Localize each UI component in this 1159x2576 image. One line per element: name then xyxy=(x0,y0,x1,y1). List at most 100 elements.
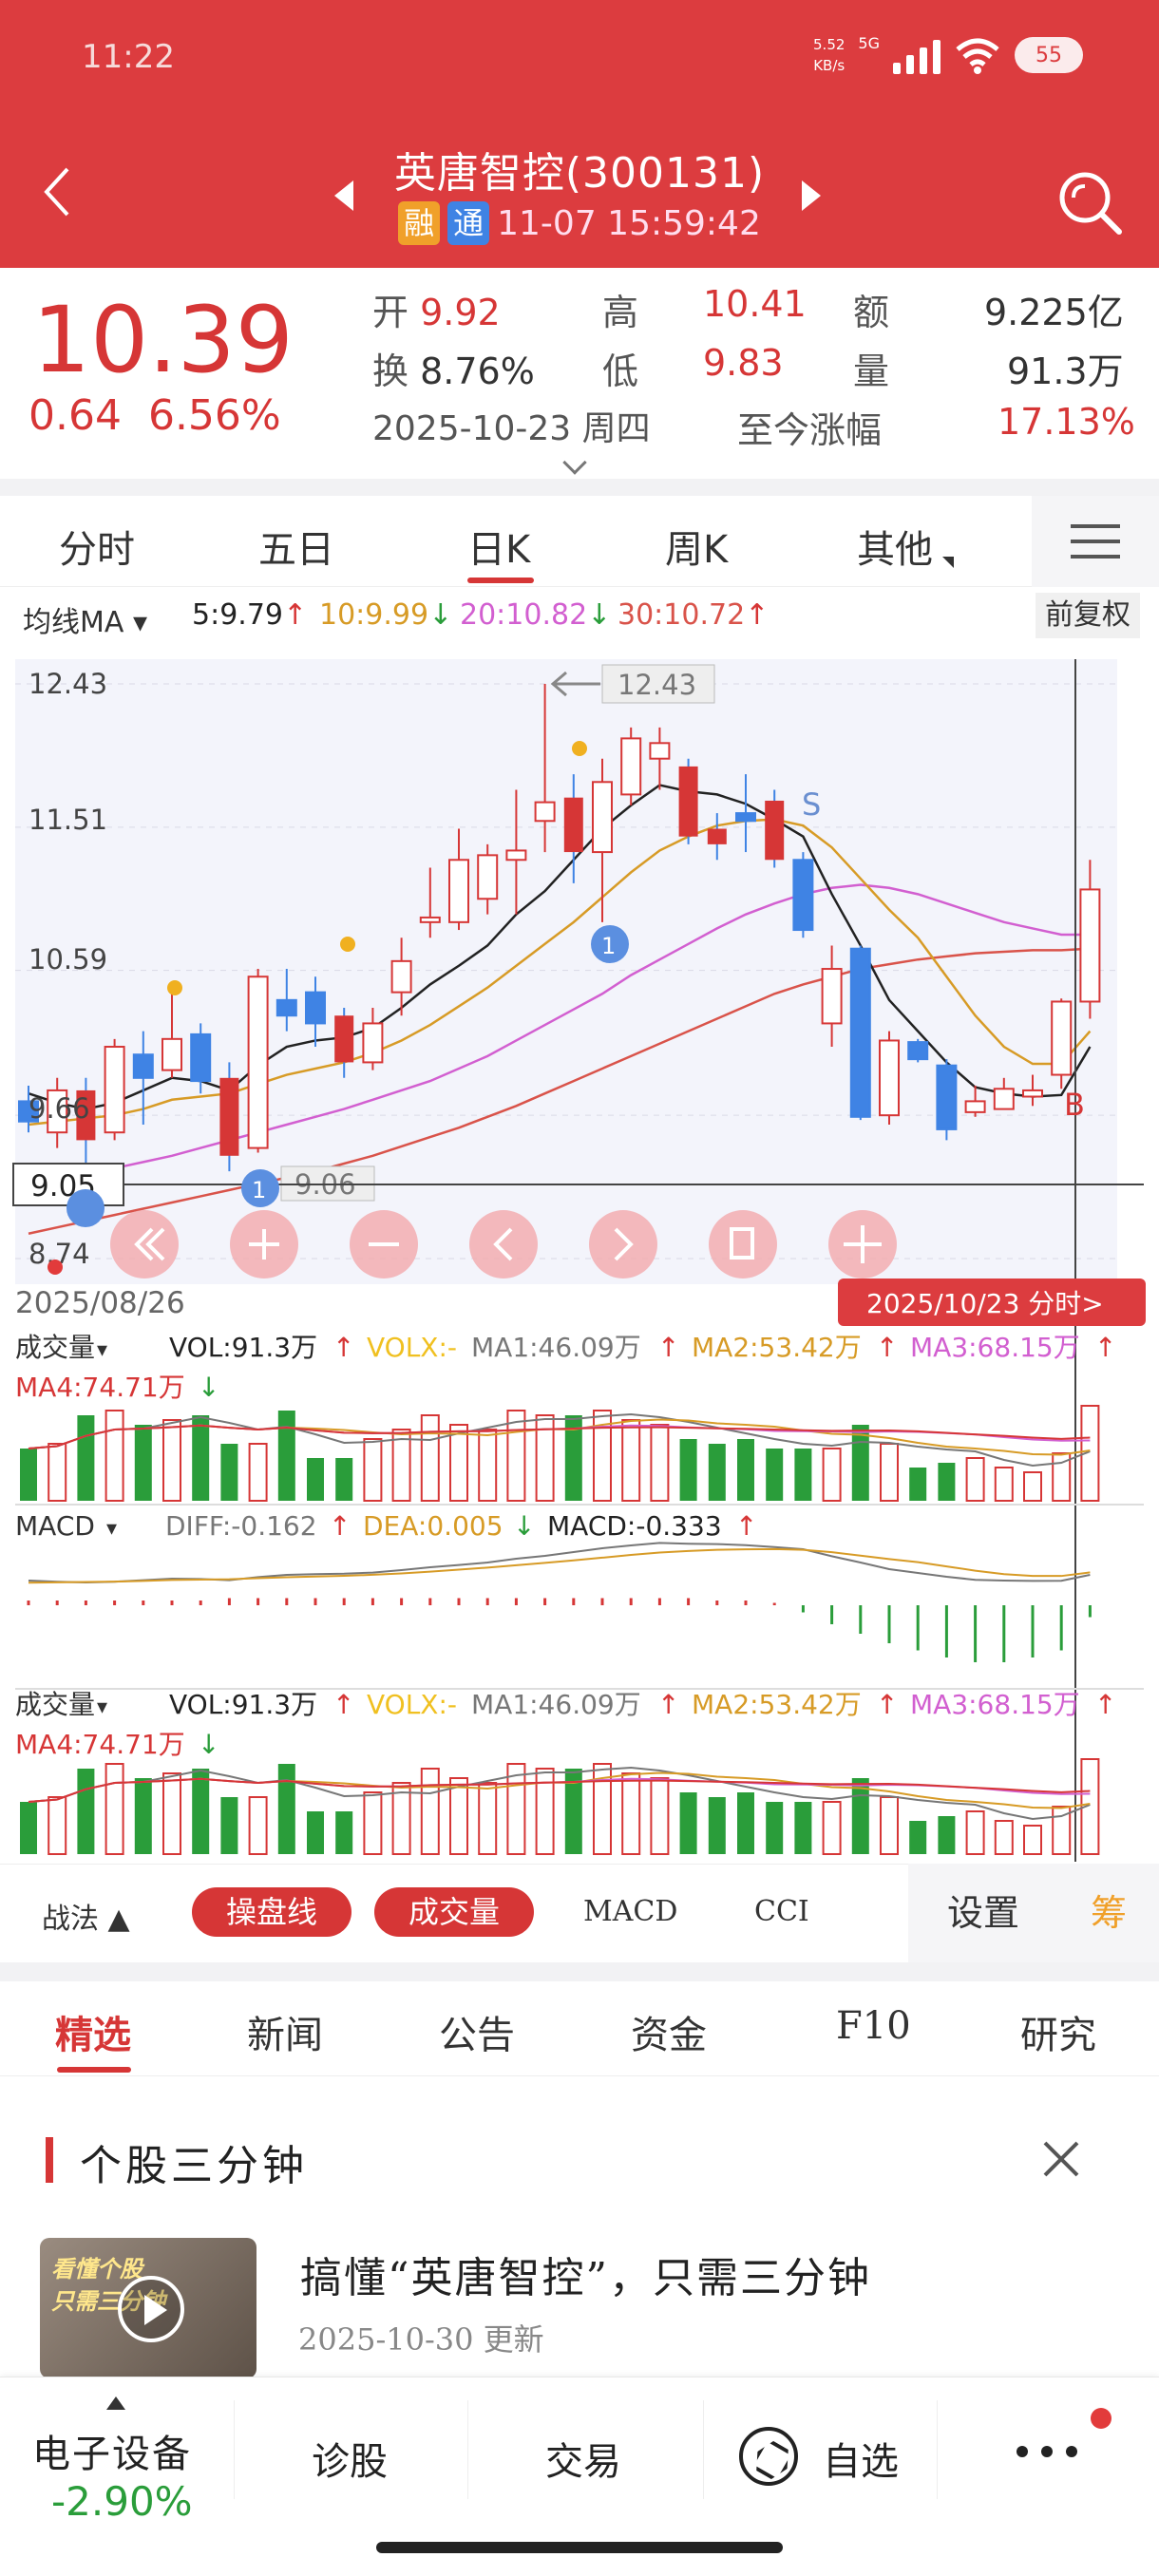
candle-body xyxy=(47,1089,68,1134)
kline-chart[interactable]: 12.43 11.51 10.59 9.66 8.74 12.43 9.06 9… xyxy=(0,646,1159,1862)
expand-chevron-icon[interactable] xyxy=(562,450,587,475)
nav-separator xyxy=(937,2400,938,2499)
volume-bar xyxy=(965,1457,985,1502)
volume-ma-line xyxy=(28,1777,1091,1803)
up-arrow-icon: ↑ xyxy=(283,598,308,632)
candle-body xyxy=(477,854,499,900)
volume-bar xyxy=(1052,1806,1072,1855)
home-indicator[interactable] xyxy=(376,2542,783,2553)
tab-funds[interactable]: 资金 xyxy=(631,2014,707,2057)
chevron-left-icon xyxy=(493,1227,513,1261)
up-arrow-icon: ↑ xyxy=(657,1689,679,1720)
adjust-button[interactable]: 前复权 xyxy=(1036,593,1140,638)
down-arrow-icon: ↓ xyxy=(198,1729,219,1760)
divider xyxy=(0,1962,1159,1981)
vol-selector: 成交量 xyxy=(15,1332,95,1363)
nav-separator xyxy=(234,2400,235,2499)
chevron-down-icon: ▾ xyxy=(106,1517,117,1541)
strategy-toggle[interactable]: 战法 ▲ xyxy=(42,1903,130,1936)
low-value: 9.83 xyxy=(703,342,784,384)
quote-date: 2025-10-23 周四 xyxy=(372,409,651,448)
ma20-line xyxy=(28,883,1091,1188)
close-button[interactable] xyxy=(1041,2139,1081,2179)
volume-bar xyxy=(794,1802,812,1854)
candle-body xyxy=(620,737,642,796)
tab-research[interactable]: 研究 xyxy=(1020,2014,1096,2057)
more-icon[interactable] xyxy=(1016,2446,1077,2457)
dea-line xyxy=(28,1547,1091,1584)
video-title[interactable]: 搞懂“英唐智控”，只需三分钟 xyxy=(300,2254,871,2302)
sector-name[interactable]: 电子设备 xyxy=(32,2433,192,2476)
volume-bar xyxy=(277,1764,295,1854)
indicator-list-button[interactable] xyxy=(1032,496,1159,587)
tab-qita[interactable]: 其他 xyxy=(857,528,933,572)
down-arrow-icon: ↓ xyxy=(587,598,612,632)
volume-bar xyxy=(766,1449,784,1501)
status-icons: 5.52 KB/s 5G 55 xyxy=(813,34,1083,76)
down-arrow-icon: ↓ xyxy=(198,1372,219,1403)
cci-button[interactable]: CCI xyxy=(754,1895,809,1928)
volume-bar xyxy=(994,1820,1014,1855)
battery-icon: 55 xyxy=(1015,37,1083,73)
macd-button[interactable]: MACD xyxy=(583,1895,678,1928)
tab-featured[interactable]: 精选 xyxy=(55,2014,131,2057)
volume-bar xyxy=(593,1410,612,1502)
chevron-right-icon xyxy=(614,1227,634,1261)
margin-tag: 融 xyxy=(398,201,441,245)
volume-bar xyxy=(307,1458,324,1501)
volume-bar xyxy=(220,1444,238,1501)
chips-button[interactable]: 筹 xyxy=(1058,1864,1159,1962)
volume-bar xyxy=(420,1768,440,1855)
tab-fenshi[interactable]: 分时 xyxy=(59,528,135,572)
volume-button[interactable]: 成交量 xyxy=(374,1887,534,1937)
candle-body xyxy=(162,1037,182,1071)
play-icon[interactable] xyxy=(118,2276,184,2342)
video-date: 2025-10-30 更新 xyxy=(298,2321,544,2358)
trade-button[interactable]: 交易 xyxy=(545,2440,621,2484)
volume-bar xyxy=(48,1443,67,1502)
amount-value: 9.225亿 xyxy=(984,292,1124,333)
signal-1-icon xyxy=(591,925,629,963)
dot xyxy=(1066,2446,1077,2457)
search-button[interactable] xyxy=(1054,167,1125,237)
tab-announcements[interactable]: 公告 xyxy=(439,2014,515,2057)
volume-bar xyxy=(535,1768,555,1855)
bulb-icons xyxy=(167,741,587,995)
volume-bar xyxy=(880,1443,899,1502)
since-label: 至今涨幅 xyxy=(737,409,883,451)
quote-panel: 10.39 0.64 6.56% 开 9.92 高 10.41 额 9.225亿… xyxy=(0,268,1159,479)
tab-wuri[interactable]: 五日 xyxy=(258,528,334,572)
up-arrow-icon: ↑ xyxy=(657,1332,679,1363)
volume-bar xyxy=(909,1821,927,1854)
volume-bar xyxy=(134,1778,152,1854)
diagnose-button[interactable]: 诊股 xyxy=(312,2440,388,2484)
since-value: 17.13% xyxy=(998,401,1135,443)
volume-bar xyxy=(104,1410,124,1502)
candle-body xyxy=(765,800,785,861)
watchlist-icon[interactable] xyxy=(739,2427,798,2486)
tab-f10[interactable]: F10 xyxy=(836,2004,911,2048)
price-change: 0.64 6.56% xyxy=(28,391,281,440)
up-arrow-icon: ↑ xyxy=(332,1689,354,1720)
vol-ma3: MA3:68.15万 xyxy=(910,1689,1080,1720)
divider xyxy=(0,479,1159,496)
video-thumbnail[interactable]: 看懂个股 只需三分钟 xyxy=(40,2238,256,2378)
vol-value: VOL:91.3万 xyxy=(169,1332,317,1363)
back-button[interactable] xyxy=(38,163,76,220)
ma-selector[interactable]: 均线MA ▾ xyxy=(23,606,148,639)
prev-stock-button[interactable] xyxy=(334,180,353,211)
tab-news[interactable]: 新闻 xyxy=(247,2014,323,2057)
tab-zhouk[interactable]: 周K xyxy=(665,528,729,572)
tab-rik[interactable]: 日K xyxy=(467,528,531,572)
settings-button[interactable]: 设置 xyxy=(908,1864,1058,1962)
trade-line-button[interactable]: 操盘线 xyxy=(192,1887,352,1937)
stock-header: 11:22 5.52 KB/s 5G 55 英唐智控(300131) 融 通 1… xyxy=(0,0,1159,268)
next-stock-button[interactable] xyxy=(802,180,821,211)
y-tick-label: 9.66 xyxy=(28,1092,90,1125)
candle-body xyxy=(821,968,843,1025)
chart-svg[interactable]: 12.43 11.51 10.59 9.66 8.74 12.43 9.06 9… xyxy=(0,646,1159,1862)
watchlist-button[interactable]: 自选 xyxy=(823,2440,899,2484)
volume-bar xyxy=(994,1467,1014,1502)
volume-ma-line xyxy=(28,1418,1091,1456)
nav-separator xyxy=(703,2400,704,2499)
